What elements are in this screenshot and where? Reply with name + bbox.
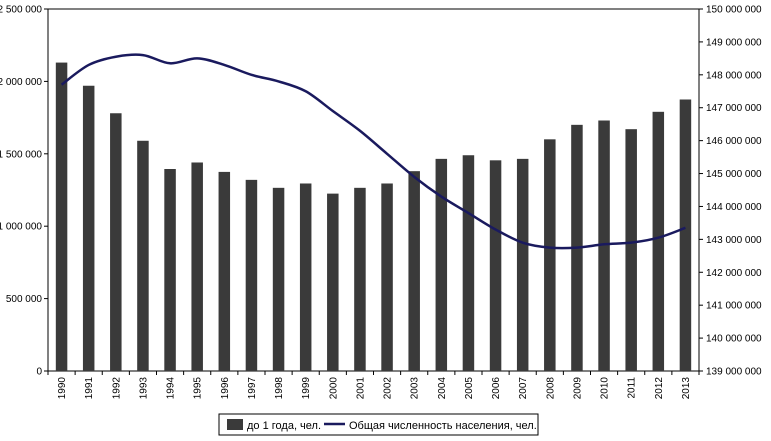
bar-2010 bbox=[598, 120, 610, 371]
x-tick-label: 1991 bbox=[84, 377, 95, 400]
legend-box bbox=[218, 413, 539, 436]
x-tick-label: 2003 bbox=[410, 377, 421, 400]
right-tick-label: 146 000 000 bbox=[706, 136, 762, 147]
bar-1993 bbox=[137, 140, 149, 371]
right-tick-label: 145 000 000 bbox=[706, 169, 762, 180]
bar-1998 bbox=[272, 187, 285, 371]
bar-2000 bbox=[327, 193, 339, 371]
x-tick-label: 2008 bbox=[545, 377, 556, 400]
x-tick-label: 1994 bbox=[166, 377, 177, 400]
x-tick-label: 1995 bbox=[193, 377, 204, 400]
x-tick-label: 1992 bbox=[111, 377, 122, 400]
bar-2006 bbox=[489, 160, 502, 371]
bar-2007 bbox=[516, 158, 529, 371]
bar-1999 bbox=[299, 183, 312, 371]
x-tick-label: 1997 bbox=[247, 377, 258, 400]
population-line bbox=[60, 53, 686, 250]
left-tick-label: 500 000 bbox=[6, 294, 43, 305]
right-tick-label: 140 000 000 bbox=[706, 334, 762, 345]
right-tick-label: 141 000 000 bbox=[706, 301, 762, 312]
right-tick-label: 149 000 000 bbox=[706, 37, 762, 48]
right-tick-label: 144 000 000 bbox=[706, 202, 762, 213]
x-tick-label: 2011 bbox=[627, 377, 638, 399]
bar-2004 bbox=[435, 158, 448, 371]
bar-2012 bbox=[652, 111, 665, 372]
right-tick-label: 147 000 000 bbox=[706, 103, 762, 114]
bar-2001 bbox=[354, 187, 366, 371]
x-tick-label: 2009 bbox=[572, 377, 583, 400]
right-tick-label: 148 000 000 bbox=[706, 70, 762, 81]
left-tick-label: 1 500 000 bbox=[0, 149, 42, 160]
right-tick-label: 139 000 000 bbox=[706, 367, 762, 378]
x-tick-label: 2002 bbox=[383, 377, 394, 400]
right-tick-label: 143 000 000 bbox=[706, 235, 762, 246]
bar-2013 bbox=[679, 99, 692, 371]
x-tick-label: 1999 bbox=[301, 377, 312, 400]
left-tick-label: 2 500 000 bbox=[0, 5, 42, 16]
x-tick-label: 2006 bbox=[491, 377, 502, 400]
x-tick-label: 2013 bbox=[681, 377, 692, 400]
left-tick-label: 1 000 000 bbox=[0, 222, 42, 233]
left-tick-label: 0 bbox=[36, 367, 42, 378]
bar-1996 bbox=[218, 171, 231, 371]
x-tick-label: 1990 bbox=[57, 377, 68, 400]
legend: до 1 года, чел. Общая численность населе… bbox=[218, 413, 539, 436]
legend-bar-swatch bbox=[227, 419, 243, 430]
x-tick-label: 2000 bbox=[328, 377, 339, 400]
bar-2002 bbox=[381, 183, 393, 371]
legend-bar-label: до 1 года, чел. bbox=[247, 420, 321, 432]
right-axis: 139 000 000 140 000 000 141 000 000 142 000… bbox=[699, 5, 762, 378]
right-tick-label: 150 000 000 bbox=[706, 5, 762, 16]
bar-1991 bbox=[82, 85, 95, 371]
bar-1994 bbox=[164, 169, 176, 371]
bar-1990 bbox=[55, 62, 68, 372]
bar-1995 bbox=[191, 162, 203, 371]
bar-2008 bbox=[544, 139, 556, 371]
bar-2003 bbox=[408, 171, 420, 371]
bar-1992 bbox=[110, 113, 122, 372]
left-axis: 0 500 000 1 000 000 1 500 000 2 000 000 2 500… bbox=[0, 5, 48, 378]
x-tick-label: 2010 bbox=[600, 377, 611, 400]
bar-2011 bbox=[625, 129, 637, 371]
x-tick-label: 1998 bbox=[274, 377, 285, 400]
bar-series bbox=[55, 62, 692, 372]
bar-2005 bbox=[462, 155, 475, 371]
x-axis: 1990 1991 1992 1993 1994 1995 1996 1997 1998 1999… bbox=[47, 371, 700, 400]
right-tick-label: 142 000 000 bbox=[706, 268, 762, 279]
left-tick-label: 2 000 000 bbox=[0, 77, 42, 88]
x-tick-label: 2012 bbox=[654, 377, 665, 400]
x-tick-label: 2007 bbox=[518, 377, 529, 400]
x-tick-label: 2005 bbox=[464, 377, 475, 400]
x-tick-label: 1996 bbox=[220, 377, 231, 400]
bar-1997 bbox=[245, 179, 258, 371]
x-tick-label: 2004 bbox=[437, 377, 448, 400]
legend-line-label: Общая численность населения, чел. bbox=[349, 420, 537, 432]
x-tick-label: 1993 bbox=[138, 377, 149, 400]
x-tick-label: 2001 bbox=[355, 377, 366, 400]
